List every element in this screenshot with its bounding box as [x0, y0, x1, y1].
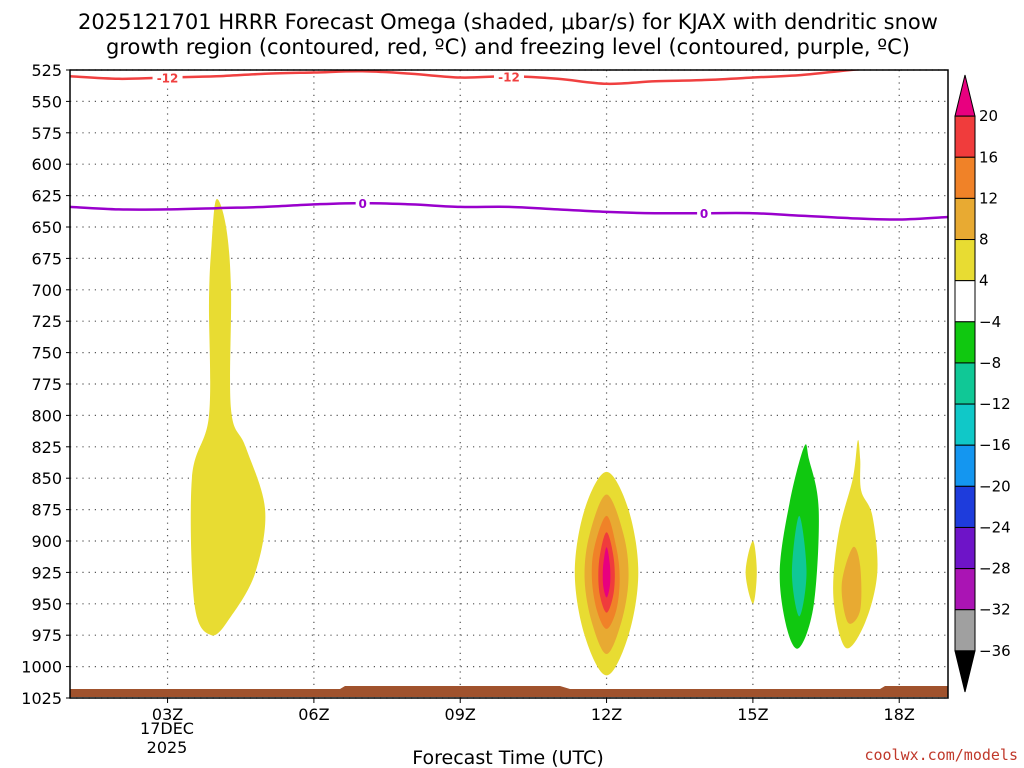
colorbar-bin: [954, 362, 976, 405]
colorbar-label: 16: [979, 148, 998, 166]
credit-text: coolwx.com/models: [864, 746, 1018, 764]
y-tick-label: 700: [31, 281, 62, 300]
omega-region-cell-12z-20: [602, 547, 611, 598]
dgz-contour-label-bg: [152, 70, 183, 85]
colorbar-bin: [954, 239, 976, 282]
colorbar-label: −12: [979, 395, 1011, 413]
colorbar-bin: [954, 444, 976, 487]
omega-region-cell-17z-8: [841, 546, 862, 624]
y-tick-label: 900: [31, 532, 62, 551]
y-tick-label: 850: [31, 469, 62, 488]
x-tick-label: 03Z: [152, 705, 183, 724]
colorbar-label: −16: [979, 436, 1011, 454]
freezing-level-contour-label: 0: [700, 207, 708, 221]
chart-title-line1: 2025121701 HRRR Forecast Omega (shaded, …: [78, 10, 938, 34]
x-tick-label: 06Z: [298, 705, 329, 724]
colorbar-bin: [954, 156, 976, 199]
plot-frame: [69, 69, 949, 699]
terrain-strip: [70, 686, 948, 697]
colorbar-label: −8: [979, 354, 1001, 372]
colorbar-label: 12: [979, 189, 998, 207]
x-tick-label: 18Z: [884, 705, 915, 724]
y-tick-label: 650: [31, 218, 62, 237]
colorbar-label: 4: [979, 272, 989, 290]
colorbar-bin: [954, 115, 976, 158]
colorbar-top-arrow: [954, 74, 976, 117]
x-axis-labels: 03Z 06Z 09Z 12Z 15Z 18Z: [152, 705, 915, 724]
x-tick-label: 12Z: [591, 705, 622, 724]
y-tick-label: 525: [31, 61, 62, 80]
date-label-line2: 2025: [147, 738, 188, 757]
date-label-line1: 17DEC: [140, 719, 194, 738]
freezing-level-contour-label-bg: [697, 206, 712, 221]
colorbar-label: −4: [979, 313, 1001, 331]
colorbar-bin: [954, 568, 976, 611]
y-tick-label: 925: [31, 563, 62, 582]
colorbar-bin: [954, 280, 976, 323]
y-tick-label: 1000: [21, 658, 62, 677]
freezing-level-contour-label: 0: [358, 197, 366, 211]
y-tick-label: 775: [31, 375, 62, 394]
colorbar-label: −28: [979, 560, 1011, 578]
omega-region-plume-03z: [190, 198, 266, 636]
omega-shading: [190, 198, 878, 676]
colorbar-bottom-arrow: [954, 650, 976, 693]
omega-region-cell-16z-neg8: [791, 515, 807, 617]
x-axis-title: Forecast Time (UTC): [412, 747, 603, 768]
y-tick-label: 600: [31, 155, 62, 174]
colorbar-label: −24: [979, 518, 1011, 536]
dgz-contour-label: -12: [157, 72, 179, 86]
omega-region-spot-15z: [745, 541, 757, 604]
x-tick-label: 09Z: [445, 705, 476, 724]
chart-title-line2: growth region (contoured, red, ºC) and f…: [106, 35, 910, 59]
y-tick-label: 675: [31, 249, 62, 268]
colorbar-bin: [954, 403, 976, 446]
y-tick-label: 725: [31, 312, 62, 331]
y-tick-label: 550: [31, 92, 62, 111]
dgz-contour-label-bg: [494, 70, 524, 84]
colorbar-bin: [954, 321, 976, 364]
colorbar: 20 16 12 8 4 −4 −8 −12 −16 −20 −24 −28 −32 −36: [954, 74, 1011, 693]
y-tick-label: 575: [31, 124, 62, 143]
x-tick-label: 15Z: [737, 705, 768, 724]
y-tick-label: 975: [31, 626, 62, 645]
y-tick-label: 950: [31, 595, 62, 614]
y-tick-label: 1025: [21, 689, 62, 708]
contour-lines: -12 -12 0 0: [70, 70, 948, 221]
dgz-contour-label: -12: [498, 70, 520, 84]
y-tick-label: 750: [31, 344, 62, 363]
freezing-level-contour-label-bg: [355, 196, 370, 211]
y-tick-label: 800: [31, 406, 62, 425]
y-tick-label: 825: [31, 438, 62, 457]
colorbar-label: 8: [979, 231, 989, 249]
y-axis-labels: 525 550 575 600 625 650 675 700 725 750 775 800 825 8…: [21, 61, 62, 708]
y-tick-label: 875: [31, 501, 62, 520]
colorbar-bin: [954, 609, 976, 652]
colorbar-bin: [954, 485, 976, 528]
colorbar-bin: [954, 197, 976, 241]
colorbar-label: 20: [979, 107, 998, 125]
colorbar-bin: [954, 526, 976, 570]
colorbar-label: −20: [979, 477, 1011, 495]
colorbar-label: −32: [979, 601, 1011, 619]
freezing-level-contour: [70, 201, 948, 221]
y-tick-label: 625: [31, 187, 62, 206]
colorbar-label: −36: [979, 642, 1011, 660]
